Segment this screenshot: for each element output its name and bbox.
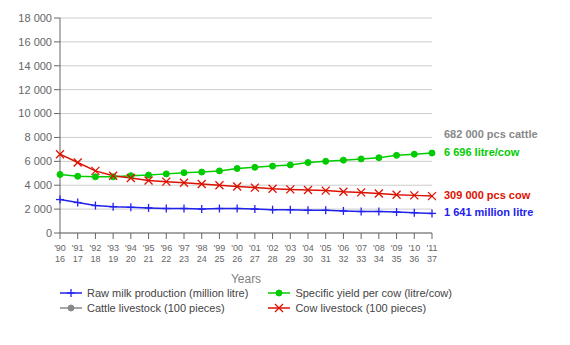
svg-text:1 641 million litre: 1 641 million litre xyxy=(444,206,533,218)
svg-text:'0935: '0935 xyxy=(391,243,403,264)
svg-text:'9218: '9218 xyxy=(90,243,102,264)
svg-text:14 000: 14 000 xyxy=(18,60,52,72)
svg-text:'9925: '9925 xyxy=(214,243,226,264)
svg-text:'9420: '9420 xyxy=(125,243,137,264)
svg-text:'1137: '1137 xyxy=(426,243,437,264)
svg-text:8 000: 8 000 xyxy=(24,131,52,143)
svg-text:'0127: '0127 xyxy=(249,243,261,264)
svg-text:'0026: '0026 xyxy=(231,243,243,264)
svg-text:'0430: '0430 xyxy=(302,243,314,264)
svg-text:'0228: '0228 xyxy=(267,243,279,264)
svg-text:'0329: '0329 xyxy=(284,243,296,264)
svg-text:2 000: 2 000 xyxy=(24,203,52,215)
svg-text:16 000: 16 000 xyxy=(18,36,52,48)
svg-text:'0531: '0531 xyxy=(320,243,332,264)
svg-text:18 000: 18 000 xyxy=(18,12,52,24)
svg-text:0: 0 xyxy=(46,227,52,239)
svg-text:309 000 pcs cow: 309 000 pcs cow xyxy=(444,189,531,201)
svg-text:6 696 litre/cow: 6 696 litre/cow xyxy=(444,146,520,158)
svg-text:'9521: '9521 xyxy=(143,243,155,264)
svg-text:10 000: 10 000 xyxy=(18,107,52,119)
html-text:Raw milk production (million l: Raw milk production (million litre) xyxy=(87,287,249,299)
svg-text:'9319: '9319 xyxy=(107,243,119,264)
svg-text:'0733: '0733 xyxy=(355,243,367,264)
svg-text:'9723: '9723 xyxy=(178,243,190,264)
svg-text:'0834: '0834 xyxy=(373,243,385,264)
html-text:Cow livestock (100 pieces): Cow livestock (100 pieces) xyxy=(295,302,427,314)
svg-text:'0632: '0632 xyxy=(338,243,350,264)
svg-text:'9117: '9117 xyxy=(72,243,84,264)
svg-text:'1036: '1036 xyxy=(408,243,420,264)
svg-text:'9622: '9622 xyxy=(160,243,172,264)
svg-text:682 000 pcs cattle: 682 000 pcs cattle xyxy=(444,128,538,140)
svg-text:12 000: 12 000 xyxy=(18,84,52,96)
svg-text:'9016: '9016 xyxy=(54,243,66,264)
svg-text:Years: Years xyxy=(231,272,261,283)
html-text:Cattle livestock (100 pieces): Cattle livestock (100 pieces) xyxy=(87,302,225,314)
html-text:Specific yield per cow (litre/: Specific yield per cow (litre/cow) xyxy=(295,287,452,299)
svg-text:'9824: '9824 xyxy=(196,243,208,264)
svg-text:6 000: 6 000 xyxy=(24,155,52,167)
svg-text:4 000: 4 000 xyxy=(24,179,52,191)
